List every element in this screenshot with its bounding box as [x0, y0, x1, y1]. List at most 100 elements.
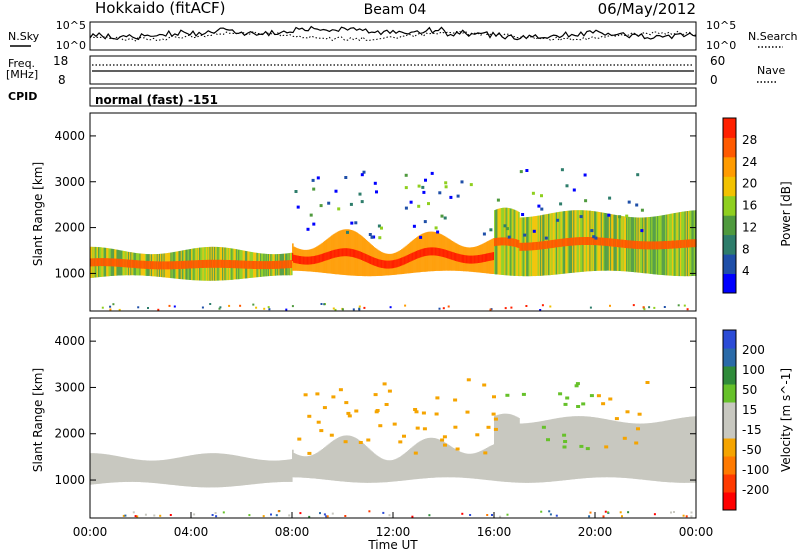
velocity-cell: [214, 453, 216, 488]
power-cell-core: [444, 249, 447, 258]
colorbar-frame: [722, 117, 737, 294]
velocity-cell: [374, 454, 377, 483]
power-scatter: [412, 224, 416, 228]
velocity-cell: [536, 421, 539, 483]
power-cell-core: [271, 261, 273, 269]
power-cell-core: [140, 260, 143, 269]
power-cell-core: [494, 238, 496, 247]
power-cell-core: [535, 242, 537, 250]
velocity-cell: [185, 456, 187, 487]
power-cell-core: [297, 255, 300, 264]
velocity-cell: [223, 453, 225, 487]
power-scatter: [424, 178, 427, 182]
velocity-cell: [326, 445, 329, 480]
power-scatter: [228, 304, 231, 307]
velocity-cell: [412, 446, 415, 480]
velocity-cell: [354, 437, 356, 483]
power-cell-core: [401, 257, 403, 266]
power-scatter: [337, 207, 341, 211]
power-cell-core: [443, 249, 446, 258]
power-cell-core: [334, 249, 337, 258]
velocity-scatter: [491, 514, 493, 516]
velocity-scatter: [673, 511, 675, 513]
power-cell-core: [332, 250, 334, 259]
velocity-cell: [465, 453, 467, 478]
velocity-cell: [612, 420, 614, 478]
power-cell-core: [642, 241, 644, 250]
power-cell-core: [448, 250, 450, 259]
velocity-colorbar-label: Velocity [m s^-1]: [779, 368, 793, 472]
velocity-scatter: [548, 510, 551, 513]
power-cell-core: [192, 260, 194, 269]
velocity-cell: [520, 423, 523, 483]
colorbar-tick-label: 100: [742, 363, 765, 377]
velocity-cell: [132, 459, 135, 482]
velocity-cell: [126, 458, 129, 482]
power-cell-core: [455, 253, 457, 261]
velocity-cell: [522, 423, 525, 483]
velocity-cell: [645, 423, 648, 481]
velocity-cell: [651, 422, 653, 481]
power-cell-core: [281, 260, 284, 269]
power-cell-core: [292, 253, 294, 261]
velocity-scatter: [307, 414, 312, 418]
power-cell-core: [272, 261, 275, 269]
velocity-cell: [428, 437, 431, 478]
power-cell-core: [391, 260, 394, 269]
power-cell-core: [132, 259, 135, 268]
power-cell-core: [207, 259, 209, 268]
velocity-cell: [623, 422, 626, 478]
velocity-cell: [145, 460, 147, 483]
velocity-cell: [129, 458, 131, 482]
velocity-cell: [183, 456, 185, 487]
power-cell-core: [362, 252, 364, 261]
velocity-cell: [381, 458, 384, 483]
velocity-yaxis: 1000 2000 3000 4000: [54, 334, 696, 487]
power-cell-core: [251, 260, 254, 269]
velocity-cell: [583, 416, 586, 479]
velocity-scatter: [634, 441, 639, 445]
power-cell-core: [255, 261, 257, 269]
velocity-cell: [559, 417, 562, 481]
velocity-cell: [170, 458, 172, 485]
power-cell-core: [161, 261, 163, 270]
power-cell-core: [256, 261, 259, 269]
velocity-cell: [371, 451, 373, 483]
power-cell-core: [234, 260, 237, 269]
velocity-cell: [607, 419, 610, 478]
velocity-cell: [402, 454, 404, 481]
power-cell-core: [627, 240, 629, 249]
velocity-cell: [457, 450, 459, 478]
power-cell-core: [429, 247, 432, 256]
velocity-cell: [264, 460, 267, 483]
velocity-scatter: [428, 514, 431, 517]
colorbar-tick-label: 20: [742, 177, 757, 191]
power-cell-core: [416, 250, 418, 259]
velocity-cell: [372, 452, 374, 483]
power-cell-core: [95, 258, 98, 267]
velocity-cell: [98, 453, 100, 484]
power-cell-core: [632, 240, 635, 249]
velocity-cell: [242, 456, 245, 486]
power-cell-core: [433, 247, 435, 256]
velocity-scatter: [132, 511, 135, 514]
velocity-cell: [547, 419, 550, 482]
power-cell-core: [550, 240, 552, 249]
colorbar-swatch: [723, 273, 736, 294]
power-cell-core: [279, 260, 282, 269]
power-cell-core: [678, 240, 681, 249]
velocity-cell: [290, 459, 293, 482]
velocity-cell: [92, 453, 94, 485]
velocity-cell: [95, 453, 98, 484]
velocity-scatter: [575, 382, 580, 386]
velocity-cell: [355, 438, 357, 483]
power-cell-core: [146, 260, 148, 269]
velocity-cell: [430, 437, 433, 478]
power-cell-core: [507, 237, 510, 246]
power-cell-core: [442, 249, 445, 257]
power-cell-core: [463, 254, 465, 263]
velocity-cell: [496, 415, 498, 482]
colorbar-swatch: [723, 156, 736, 177]
power-cell-core: [510, 238, 512, 246]
